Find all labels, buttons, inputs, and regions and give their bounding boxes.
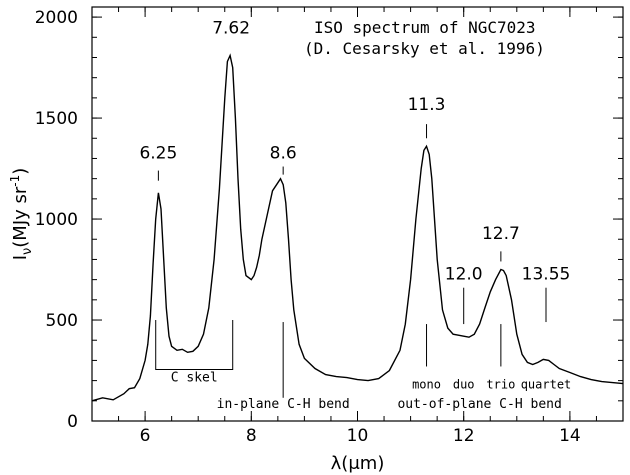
c-skel-label: C skel — [171, 371, 218, 386]
y-tick-label: 0 — [67, 412, 78, 432]
peak-label: 12.0 — [445, 265, 483, 285]
x-axis-label: λ(μm) — [331, 453, 385, 474]
y-tick-label: 1000 — [35, 210, 78, 230]
y-axis-label-base: I — [10, 255, 31, 260]
peak-label: 12.7 — [482, 224, 520, 244]
peak-label: 13.55 — [522, 265, 571, 285]
x-tick-label: 12 — [453, 426, 475, 446]
y-axis-label-units: (MJy sr — [10, 186, 31, 248]
y-axis-label-superscript: -1 — [8, 175, 22, 187]
in-plane-label: in-plane C-H bend — [217, 397, 350, 412]
y-axis-label-subscript: ν — [20, 248, 35, 255]
y-tick-label: 500 — [46, 311, 78, 331]
peak-label: 8.6 — [270, 143, 297, 163]
y-axis-label-close: ) — [10, 168, 31, 175]
ticks — [91, 7, 624, 422]
x-tick-label: 8 — [246, 426, 257, 446]
peak-label: 6.25 — [139, 143, 177, 163]
y-tick-label: 1500 — [35, 109, 78, 129]
tick-labels: 6 8 10 12 14 0 500 1000 1500 2000 — [35, 8, 581, 446]
spectrum-line — [91, 53, 624, 402]
peak-label: 7.62 — [212, 18, 250, 38]
duo-label: duo — [453, 378, 475, 392]
x-tick-label: 10 — [347, 426, 369, 446]
y-axis-label: Iν(MJy sr-1) — [8, 168, 35, 261]
x-tick-label: 6 — [140, 426, 151, 446]
chart-title-line-1: ISO spectrum of NGC7023 — [314, 18, 536, 37]
y-tick-label: 2000 — [35, 8, 78, 28]
out-of-plane-label: out-of-plane C-H bend — [397, 397, 561, 412]
x-tick-label: 14 — [559, 426, 581, 446]
trio-label: trio — [486, 378, 515, 392]
mono-label: mono — [412, 378, 441, 392]
peak-label: 11.3 — [408, 95, 446, 115]
series-layer — [91, 53, 624, 402]
quartet-label: quartet — [521, 378, 572, 392]
chart-title-line-2: (D. Cesarsky et al. 1996) — [304, 39, 545, 58]
c-skel-bracket — [155, 320, 234, 371]
annotation-layer: 6.25 7.62 8.6 11.3 12.0 12.7 13.55 C skel in-pla… — [139, 18, 571, 412]
